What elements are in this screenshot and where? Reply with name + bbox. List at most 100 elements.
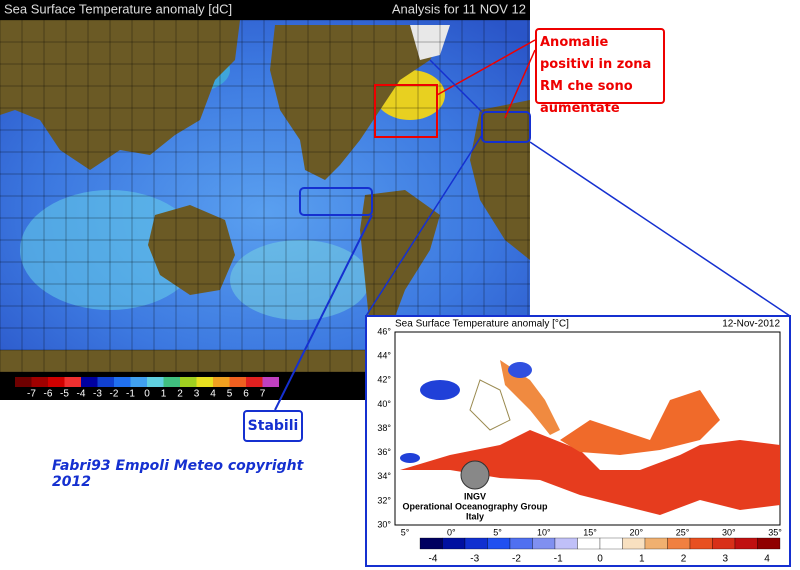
colorbar-segment [246, 377, 263, 387]
colorbar-segment [442, 537, 466, 550]
lat-label: 42° [377, 375, 391, 385]
colorbar-segment [229, 377, 246, 387]
pointer [529, 141, 791, 317]
land-asia [0, 20, 240, 170]
lat-label: 36° [377, 447, 391, 457]
lat-label: 40° [377, 399, 391, 409]
map-date: Analysis for 11 NOV 12 [392, 1, 526, 16]
colorbar-segment [31, 377, 48, 387]
inset-colorbar: -4 -3 -2 -1 0 1 2 3 4 [419, 537, 781, 565]
lon-label: 0° [447, 527, 456, 537]
colorbar-segment [64, 377, 81, 387]
colorbar-segment [689, 537, 713, 550]
lat-label: 34° [377, 471, 391, 481]
inset-axes: 46° 44° 42° 40° 38° 36° 34° 32° 30° 5° 0° 5° 10° 15° 2… [377, 326, 782, 537]
lon-label: 5° [493, 527, 502, 537]
lon-label: 15° [583, 527, 597, 537]
lat-label: 46° [377, 326, 391, 336]
colorbar-segment [97, 377, 114, 387]
lon-label: 30° [722, 527, 736, 537]
colorbar-segment [509, 537, 533, 550]
colorbar-segment [644, 537, 668, 550]
colorbar-label: -3 [93, 389, 102, 400]
sea-anomaly [400, 430, 780, 515]
graticule [0, 19, 530, 373]
colorbar-label: 1 [161, 389, 167, 400]
sea-anomaly [508, 362, 532, 378]
colorbar-label: -4 [429, 554, 438, 565]
colorbar-label: 4 [764, 554, 770, 565]
highlight-box [481, 111, 531, 143]
colorbar-label: -2 [512, 554, 521, 565]
colorbar-label: 6 [243, 389, 249, 400]
sea-anomaly [560, 390, 720, 455]
sea-anomaly [400, 453, 420, 463]
colorbar-segment [757, 537, 781, 550]
inset-title: Sea Surface Temperature anomaly [°C] [395, 319, 569, 330]
colorbar-label: -2 [110, 389, 119, 400]
logo-country: Italy [466, 511, 484, 521]
colorbar-segment [554, 537, 578, 550]
colorbar-segment [48, 377, 65, 387]
pointer [274, 214, 373, 411]
colorbar-label: 1 [639, 554, 645, 565]
lat-label: 44° [377, 351, 391, 361]
colorbar-segment [114, 377, 131, 387]
colorbar-segment [163, 377, 180, 387]
colorbar-label: -1 [126, 389, 135, 400]
colorbar-segment [262, 377, 279, 387]
colorbar-label: 4 [210, 389, 216, 400]
colorbar-segment [667, 537, 691, 550]
colorbar-label: -3 [470, 554, 479, 565]
highlight-box [374, 84, 438, 138]
colorbar-segment [577, 537, 601, 550]
colorbar-segment [712, 537, 736, 550]
colorbar-label: 5 [227, 389, 233, 400]
colorbar-label: 2 [177, 389, 183, 400]
map-title: Sea Surface Temperature anomaly [dC] [4, 1, 232, 16]
lat-label: 30° [377, 519, 391, 529]
anomaly-patch [230, 240, 370, 320]
lon-label: 35° [768, 527, 782, 537]
colorbar-segment [464, 537, 488, 550]
pointer [429, 59, 483, 113]
inset-date: 12-Nov-2012 [722, 319, 780, 330]
colorbar-segment [180, 377, 197, 387]
pointer [365, 134, 483, 317]
colorbar-segment [15, 377, 32, 387]
colorbar-label: 2 [681, 554, 687, 565]
lon-label: 5° [401, 527, 410, 537]
colorbar-label: -5 [60, 389, 69, 400]
land-australia [148, 205, 235, 295]
lon-label: 20° [629, 527, 643, 537]
credit: Fabri93 Empoli Meteo copyright 2012 [52, 458, 304, 490]
lon-label: 10° [537, 527, 551, 537]
logo-name: INGV [464, 491, 486, 501]
sea-anomaly [469, 379, 511, 431]
highlight-box [299, 187, 373, 216]
colorbar-label: -4 [77, 389, 86, 400]
colorbar-segment [81, 377, 98, 387]
lat-label: 32° [377, 495, 391, 505]
colorbar-segment [532, 537, 556, 550]
colorbar-label: -7 [27, 389, 36, 400]
lat-label: 38° [377, 423, 391, 433]
colorbar-label: 3 [194, 389, 200, 400]
sea-anomaly [420, 380, 460, 400]
inset-map: INGV Operational Oceanography Group Ital… [365, 315, 791, 567]
colorbar-segment [622, 537, 646, 550]
land-africa-europe [470, 100, 530, 260]
colorbar-segment [599, 537, 623, 550]
logo [460, 460, 490, 490]
colorbar-segment [734, 537, 758, 550]
colorbar-segment [213, 377, 230, 387]
colorbar-label: -1 [554, 554, 563, 565]
colorbar-label: -6 [44, 389, 53, 400]
colorbar-segment [419, 537, 443, 550]
colorbar-label: 7 [260, 389, 266, 400]
pointer [436, 39, 536, 96]
annotation-stable: Stabili [243, 410, 303, 442]
colorbar-label: 3 [722, 554, 728, 565]
